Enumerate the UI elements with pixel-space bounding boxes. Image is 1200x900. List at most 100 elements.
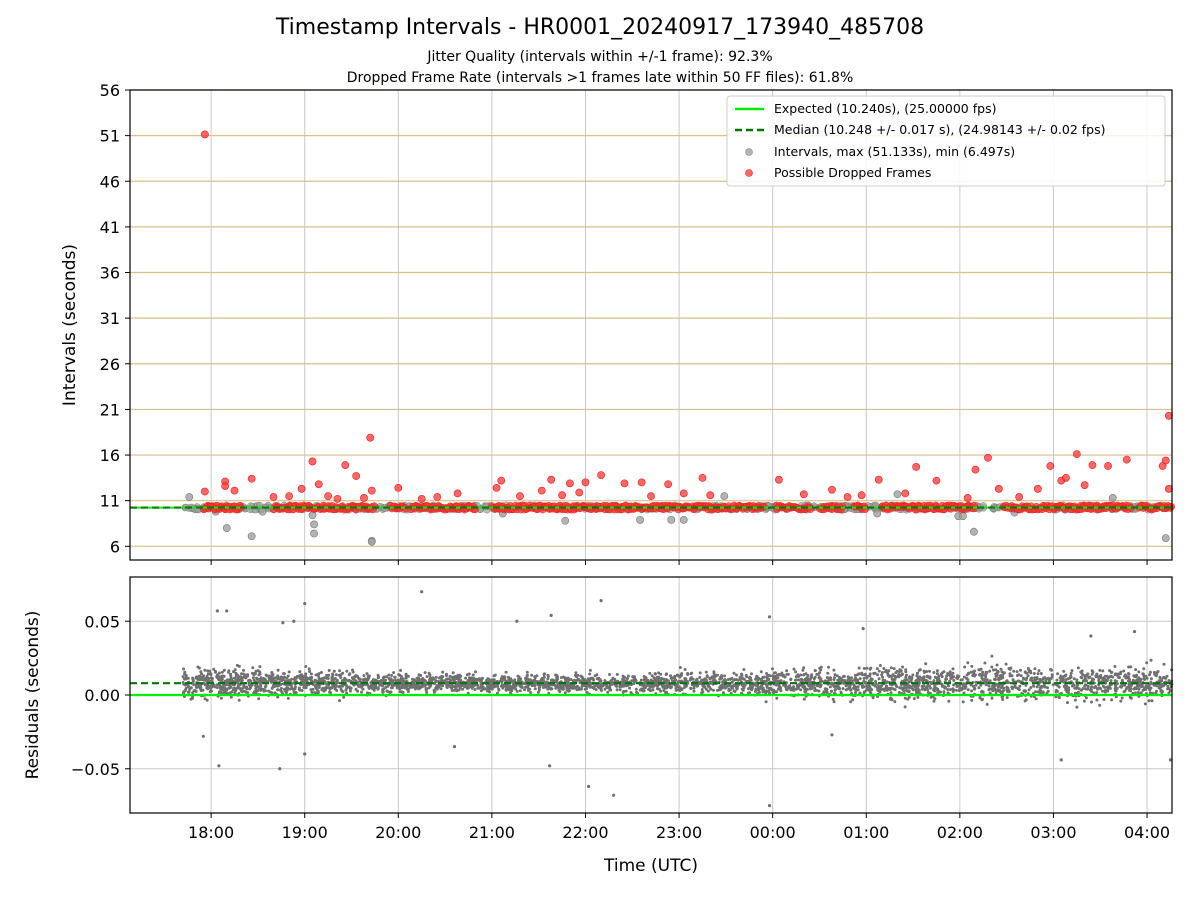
residual-point	[644, 677, 648, 681]
residual-point	[520, 685, 524, 689]
dropped-frame-point-61	[1122, 455, 1131, 464]
residual-point	[496, 684, 500, 688]
residual-point	[242, 668, 245, 672]
residual-point	[314, 673, 318, 677]
residual-point	[619, 684, 623, 688]
residual-point	[1002, 686, 1006, 690]
residual-point	[732, 689, 736, 693]
residual-point	[907, 695, 911, 699]
residual-point	[1042, 684, 1046, 688]
residual-point	[392, 671, 396, 675]
dropped-frame-point-20	[433, 493, 442, 501]
residual-point	[587, 683, 591, 686]
residual-point	[984, 678, 988, 682]
residual-point	[466, 684, 470, 687]
residual-point	[1118, 676, 1121, 679]
residual-point	[1108, 686, 1112, 690]
residual-point	[624, 689, 628, 693]
residual-point	[929, 682, 933, 685]
residual-point	[199, 670, 203, 674]
residual-point	[1137, 687, 1141, 691]
residual-point	[290, 677, 294, 681]
residual-point	[856, 688, 860, 692]
residual-point	[1006, 690, 1009, 693]
residual-point	[433, 690, 437, 694]
residual-point	[885, 684, 888, 688]
dropped-frame-point-7	[285, 492, 294, 501]
residual-point	[939, 690, 942, 694]
residual-point	[235, 673, 239, 677]
dropped-frame-point-37	[698, 473, 707, 482]
residual-point	[1022, 689, 1026, 693]
residual-point	[555, 674, 559, 678]
residual-point	[223, 689, 226, 693]
residual-point	[1149, 658, 1153, 662]
residual-point	[802, 673, 806, 676]
residual-point	[364, 677, 367, 681]
residual-point	[524, 676, 528, 680]
residual-point	[502, 684, 505, 688]
residual-point	[405, 687, 409, 691]
residual-point	[362, 674, 366, 678]
residual-point	[1082, 699, 1086, 703]
residual-point	[262, 677, 266, 680]
residual-point	[749, 678, 753, 682]
residual-point	[812, 677, 816, 681]
residual-point	[457, 676, 461, 680]
residual-point	[251, 671, 254, 675]
residual-point	[862, 667, 866, 670]
residual-point	[808, 687, 812, 691]
dropped-frame-point-30	[581, 478, 590, 487]
interval-point-9	[367, 537, 376, 546]
residual-point	[647, 688, 651, 691]
residual-point	[764, 689, 768, 693]
residual-point	[653, 672, 657, 676]
residual-point	[276, 674, 280, 678]
residual-point	[960, 678, 964, 682]
residual-point	[235, 663, 239, 667]
residual-point	[464, 676, 468, 680]
dropped-frame-point-34	[647, 492, 655, 501]
residual-point	[825, 690, 829, 694]
residual-point	[581, 677, 585, 681]
residual-point	[1090, 677, 1094, 681]
residual-point	[711, 688, 715, 692]
residual-point	[742, 686, 746, 689]
residual-point	[915, 671, 919, 675]
residual-point	[963, 665, 967, 669]
residual-point	[516, 674, 520, 678]
residual-point	[686, 673, 690, 676]
residual-point	[233, 668, 237, 672]
residual-point	[797, 678, 801, 682]
residual-point	[280, 690, 284, 694]
interval-point-17	[893, 490, 902, 499]
residual-point	[659, 672, 663, 676]
residual-point	[916, 676, 920, 680]
residual-point	[828, 685, 832, 689]
residual-point	[625, 677, 629, 680]
residual-point	[205, 686, 209, 690]
residual-point	[476, 686, 480, 690]
residual-point	[1050, 668, 1054, 672]
residual-point	[1095, 691, 1099, 695]
residual-point	[1034, 690, 1038, 694]
residual-point	[952, 675, 956, 679]
residual-point	[1129, 696, 1133, 700]
residual-point	[1154, 684, 1158, 688]
residual-point	[650, 674, 654, 678]
residual-point	[225, 687, 229, 691]
residual-point	[772, 676, 776, 680]
residual-point	[390, 674, 394, 677]
residual-point	[677, 674, 681, 678]
residual-point	[932, 671, 936, 674]
residual-point	[628, 686, 632, 690]
residual-point	[712, 670, 716, 674]
dropped-frame-point-19	[417, 494, 426, 503]
residual-point	[973, 674, 976, 678]
residual-point	[916, 687, 920, 691]
residual-point	[715, 673, 718, 677]
residual-point	[750, 672, 753, 676]
legend: Expected (10.240s), (25.00000 fps) Media…	[726, 95, 1166, 187]
